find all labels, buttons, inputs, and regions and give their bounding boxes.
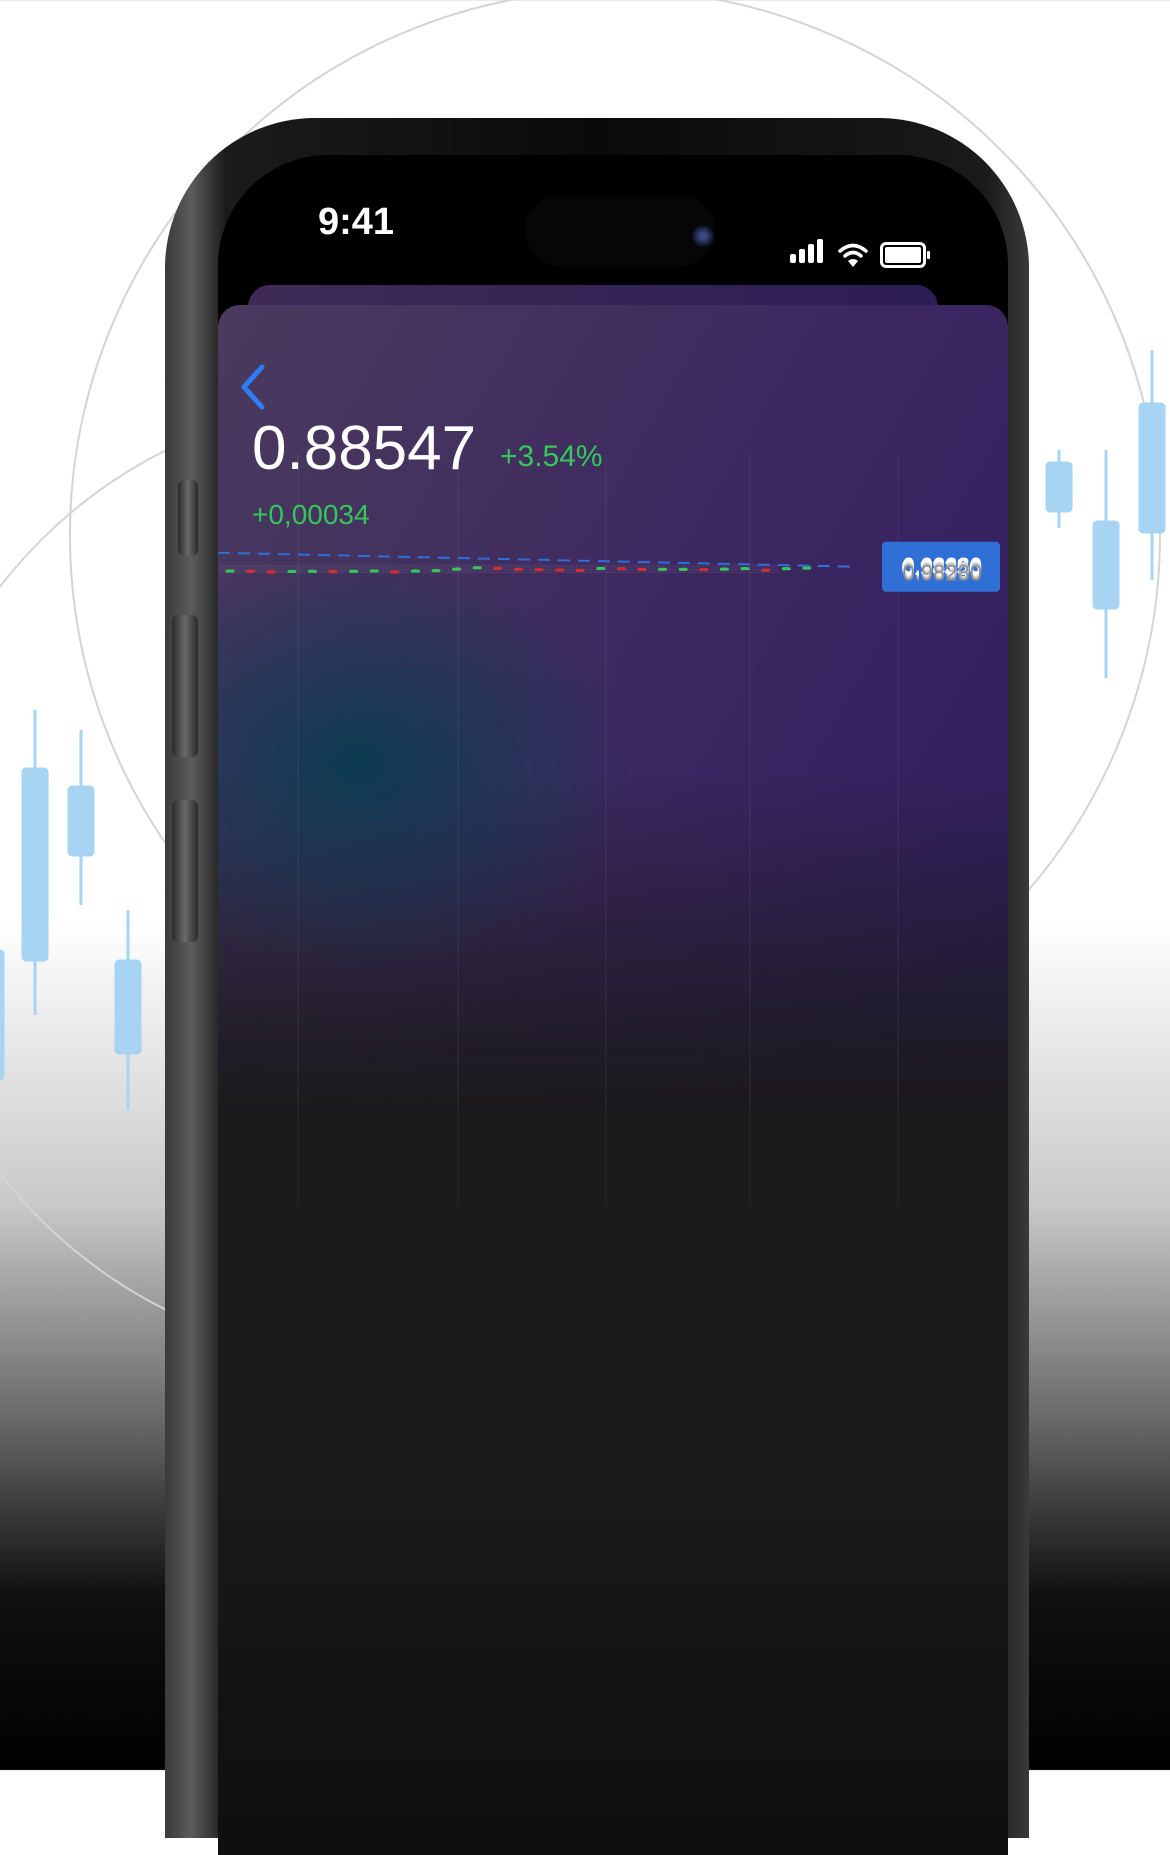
candle-body [596,567,606,571]
candle [575,568,585,572]
candle-body [761,568,771,572]
candle [719,567,729,571]
dynamic-island [525,195,715,267]
candle [740,566,750,571]
candle-body [781,567,791,571]
candle-body [307,569,317,573]
candle-body [452,567,462,571]
candle [534,568,544,572]
candle-body [534,568,544,572]
phone-screen: 9:41 0.98356 0.98380 0.98360 0.98340 0.9832… [218,155,1008,1855]
candle-body [575,568,585,572]
candle [802,566,812,570]
cellular-signal-icon [790,239,826,268]
candle [699,567,709,572]
wifi-icon [838,243,868,267]
y-tick-label: 0.98280 [902,561,982,586]
candle-body [410,569,420,573]
candle [472,566,482,570]
y-tick-label: 0.98380 [902,553,982,578]
candle [596,566,606,571]
candle-body [658,567,668,571]
candle [452,567,462,571]
candle [287,569,297,574]
current-price-line: 0.98356 [218,541,1000,592]
candle-body [349,569,359,573]
candle [225,569,235,573]
battery-icon [880,242,930,268]
candle-body [555,568,565,572]
candle [493,566,503,570]
candle [266,570,276,574]
candle-body [225,569,235,573]
candle [246,569,256,573]
candle [307,569,317,573]
candle-body [287,570,297,574]
candle [658,567,668,571]
candle [410,569,420,573]
candle [328,569,338,574]
candle [349,569,359,573]
candle-body [513,567,523,571]
current-price: 0.88547 [252,414,477,483]
candle-body [266,570,276,574]
candle-body [678,567,688,571]
status-time: 9:41 [318,201,395,243]
y-tick-label: 0.98300 [902,559,982,584]
candle-body [472,566,482,570]
y-axis: 0.983800.983600.983400.983200.983000.982… [902,553,982,586]
y-tick-label: 0.98320 [902,558,982,583]
candlestick-chart[interactable]: 0.98356 0.983800.983600.983400.983200.98… [218,305,1008,1855]
candle-body [328,570,338,574]
candle [390,570,400,574]
change-absolute: +0,00034 [252,499,370,530]
candle-body [369,569,379,573]
candle-body [246,569,256,573]
candle [678,567,688,571]
y-tick-label: 0.98340 [902,556,982,581]
chart-sheet: 0.98356 0.98380 0.98360 0.98340 0.98320 0.98… [218,305,1008,1855]
candle [761,568,771,572]
candle [555,568,565,572]
candles [225,566,812,574]
change-percent: +3.54% [500,440,603,473]
silent-switch [178,480,198,556]
current-price-tag-label: 0.98356 [901,555,981,580]
candle-body [616,567,626,571]
volume-up-button [172,615,198,757]
candle-body [637,568,647,571]
candle [637,567,647,571]
y-tick-label: 0.98360 [902,555,982,580]
candle-body [431,569,441,573]
back-chevron-icon[interactable] [232,361,272,413]
camera-icon [692,225,714,247]
candle-body [699,568,709,572]
current-price-dashed-line [218,551,859,568]
candle [616,567,626,571]
candle [781,566,791,571]
candle-body [493,566,503,570]
candle [369,569,379,573]
volume-down-button [172,800,198,942]
candle [431,568,441,573]
chart-grid [218,455,899,1205]
status-icons [790,239,930,268]
candle-body [390,570,400,574]
candle [513,567,523,571]
current-price-tag [882,541,1000,592]
candle-body [740,567,750,571]
decorative-candles [0,350,1166,1110]
candle-body [802,566,812,570]
candle-body [719,567,729,571]
